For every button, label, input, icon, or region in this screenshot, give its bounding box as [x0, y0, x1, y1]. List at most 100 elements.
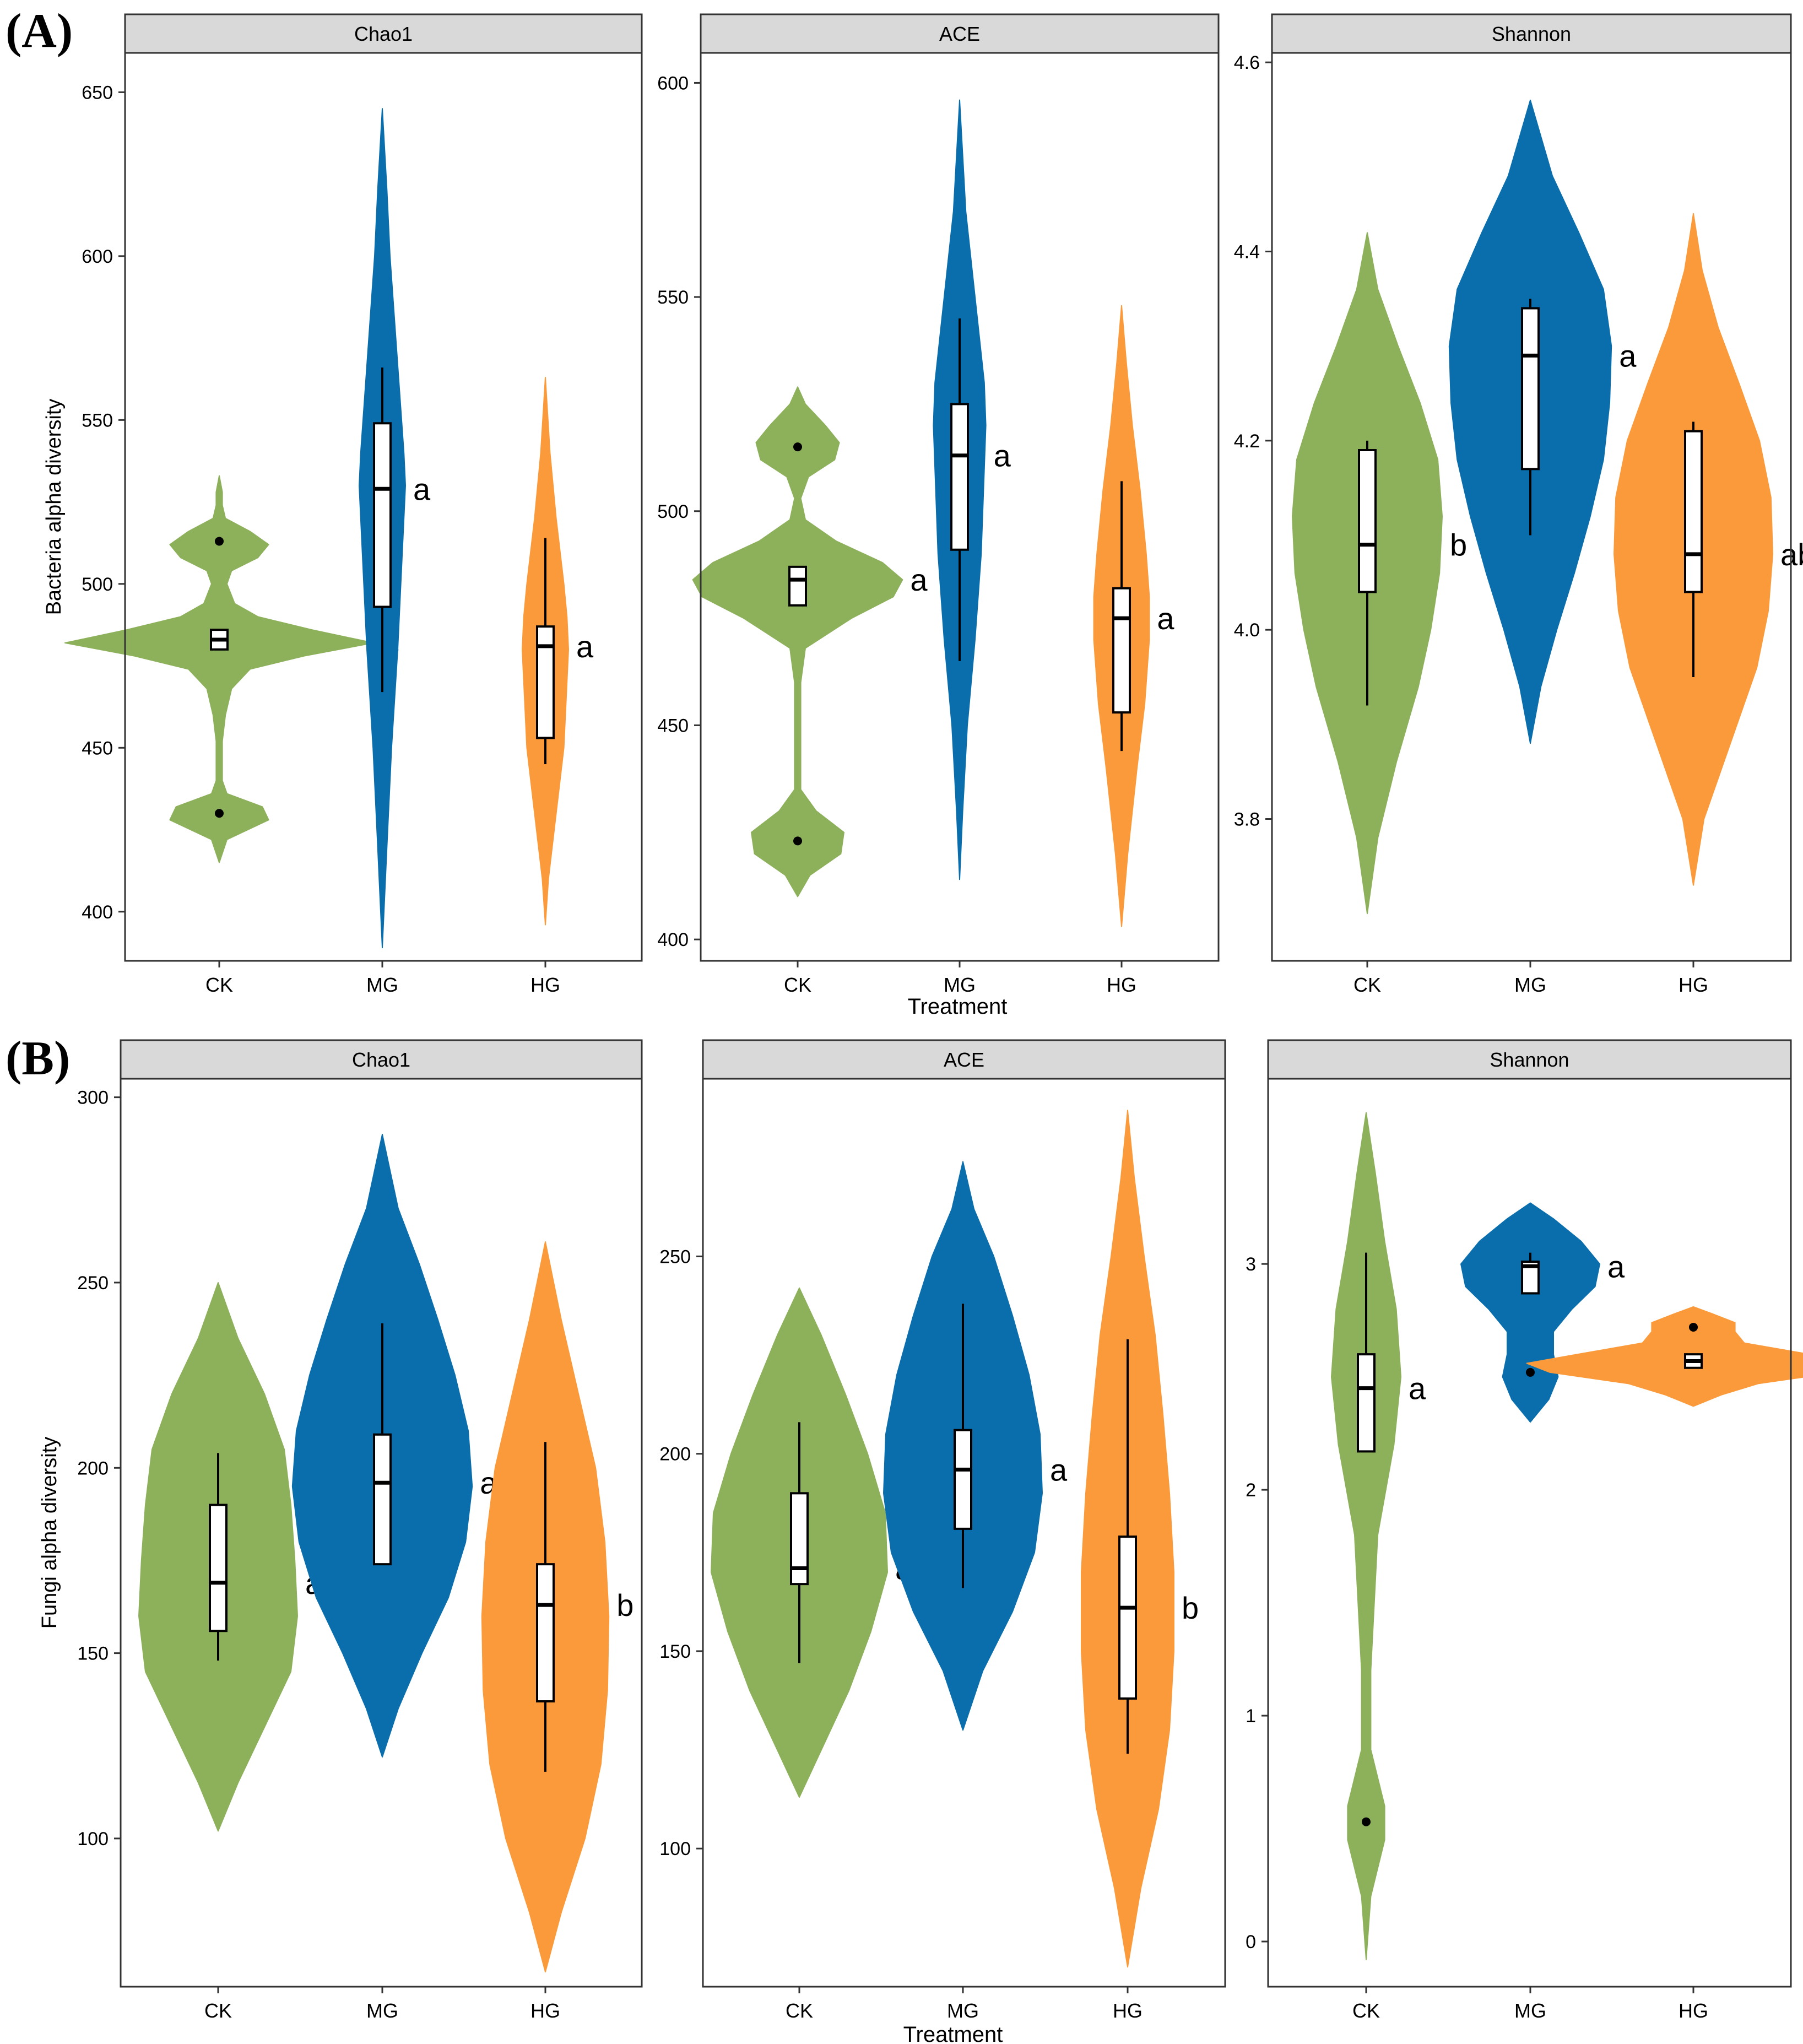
y-tick-label: 2 [1246, 1480, 1256, 1501]
y-tick-label: 0 [1246, 1932, 1256, 1953]
group-hg: b [1081, 1110, 1199, 1968]
y-tick-label: 450 [82, 738, 113, 759]
group-hg: a [1093, 305, 1174, 927]
x-tick-label: HG [1113, 1999, 1143, 2022]
outlier-point [1689, 1322, 1698, 1332]
box [950, 403, 969, 551]
facet-frame [120, 1078, 643, 1988]
y-axis-title: Bacteria alpha diversity [42, 399, 66, 615]
box [1112, 587, 1131, 714]
y-tick-label: 600 [657, 73, 689, 94]
y-tick-label: 150 [77, 1643, 109, 1664]
y-tick-label: 550 [82, 410, 113, 431]
facet-frame [700, 52, 1220, 962]
facet-strip [702, 1039, 1226, 1080]
facet-title: Shannon [1490, 1048, 1569, 1071]
y-tick-label: 300 [77, 1088, 109, 1108]
y-tick-label: 1 [1246, 1706, 1256, 1727]
x-tick-label: CK [1353, 974, 1381, 996]
y-tick-label: 650 [82, 82, 113, 103]
facet-frame [1267, 1078, 1792, 1988]
facet-title: ACE [944, 1048, 984, 1071]
y-tick-label: 4.0 [1234, 620, 1260, 641]
significance-letter: a [1050, 1452, 1068, 1487]
x-tick-label: HG [530, 974, 560, 996]
x-tick-label: MG [1514, 1999, 1546, 2022]
x-tick-label: MG [944, 974, 976, 996]
facet-frame [702, 1078, 1226, 1988]
group-ck: b [1292, 232, 1467, 915]
y-tick-label: 450 [657, 715, 689, 736]
x-tick-label: MG [947, 1999, 979, 2022]
panel-label: (B) [6, 1032, 70, 1085]
y-tick-label: 3.8 [1234, 809, 1260, 830]
y-tick-label: 4.4 [1234, 242, 1260, 263]
group-ck: a [692, 386, 928, 897]
x-axis-title: Treatment [903, 2023, 1003, 2044]
significance-letter: a [576, 629, 594, 664]
x-tick-label: HG [530, 1999, 560, 2022]
significance-letter: a [1409, 1371, 1426, 1406]
panel-a: (A) Bacteria alpha diversity Treatment Chao… [6, 4, 1803, 1019]
significance-letter: a [910, 563, 928, 597]
significance-letter: b [616, 1588, 634, 1623]
y-tick-label: 3 [1246, 1254, 1256, 1275]
x-axis-title: Treatment [908, 994, 1008, 1019]
box [536, 1563, 555, 1703]
box [1521, 307, 1540, 471]
x-tick-label: CK [784, 974, 811, 996]
x-tick-label: MG [366, 974, 398, 996]
y-tick-label: 4.2 [1234, 431, 1260, 452]
significance-letter: b [1182, 1591, 1199, 1625]
y-tick-label: 500 [657, 501, 689, 522]
significance-letter: a [1607, 1249, 1625, 1284]
group-mg: a [1460, 1202, 1625, 1423]
y-tick-label: 200 [659, 1444, 691, 1465]
facet-title: Chao1 [352, 1048, 410, 1071]
violin-ck [1331, 1112, 1401, 1960]
y-tick-label: 500 [82, 574, 113, 595]
group-mg: a [359, 108, 431, 949]
x-tick-label: CK [204, 1999, 232, 2022]
significance-letter: a [413, 472, 431, 506]
x-tick-label: HG [1107, 974, 1136, 996]
facet-shannon: Shannon 3.8 4.0 4.2 4.4 4.6 CK MG HG b aab [1234, 13, 1803, 996]
facet-shannon: Shannon0123CKMGHGaaa [1246, 1039, 1803, 2022]
group-mg: a [291, 1133, 497, 1758]
y-tick-label: 4.6 [1234, 52, 1260, 73]
facet-chao1: Chao1100150200250300CKMGHGaab [77, 1039, 643, 2022]
y-tick-label: 550 [657, 287, 689, 308]
x-tick-label: CK [1352, 1999, 1380, 2022]
panel-label: (A) [6, 4, 73, 58]
y-tick-label: 600 [82, 246, 113, 267]
group-mg: a [933, 99, 1011, 880]
facet-ace: ACE100150200250CKMGHGaab [659, 1039, 1226, 2022]
significance-letter: a [1157, 601, 1174, 636]
facet-strip [124, 13, 643, 54]
box [536, 625, 555, 739]
outlier-point [215, 809, 224, 818]
significance-letter: a [1619, 338, 1637, 373]
violin-hg [1526, 1306, 1803, 1407]
group-mg: a [883, 1161, 1068, 1731]
y-tick-label: 150 [659, 1641, 691, 1662]
outlier-point [793, 836, 802, 846]
box [1358, 449, 1377, 593]
outlier-point [1362, 1817, 1371, 1826]
x-tick-label: CK [786, 1999, 813, 2022]
violin-mg [1460, 1202, 1600, 1423]
y-tick-label: 100 [77, 1829, 109, 1850]
chart-root: (A) Bacteria alpha diversity Treatment Chao… [6, 4, 1803, 2044]
y-tick-label: 250 [77, 1273, 109, 1294]
y-tick-label: 400 [657, 929, 689, 950]
y-tick-label: 200 [77, 1458, 109, 1479]
x-tick-label: HG [1679, 1999, 1708, 2022]
x-tick-label: HG [1679, 974, 1708, 996]
panel-b: (B)Fungi alpha diversityTreatmentChao110… [6, 1032, 1803, 2044]
facet-frame [124, 52, 643, 962]
y-tick-label: 100 [659, 1838, 691, 1859]
facet-title: ACE [939, 23, 980, 45]
group-hg: a [522, 377, 594, 926]
group-hg: b [481, 1241, 634, 1973]
